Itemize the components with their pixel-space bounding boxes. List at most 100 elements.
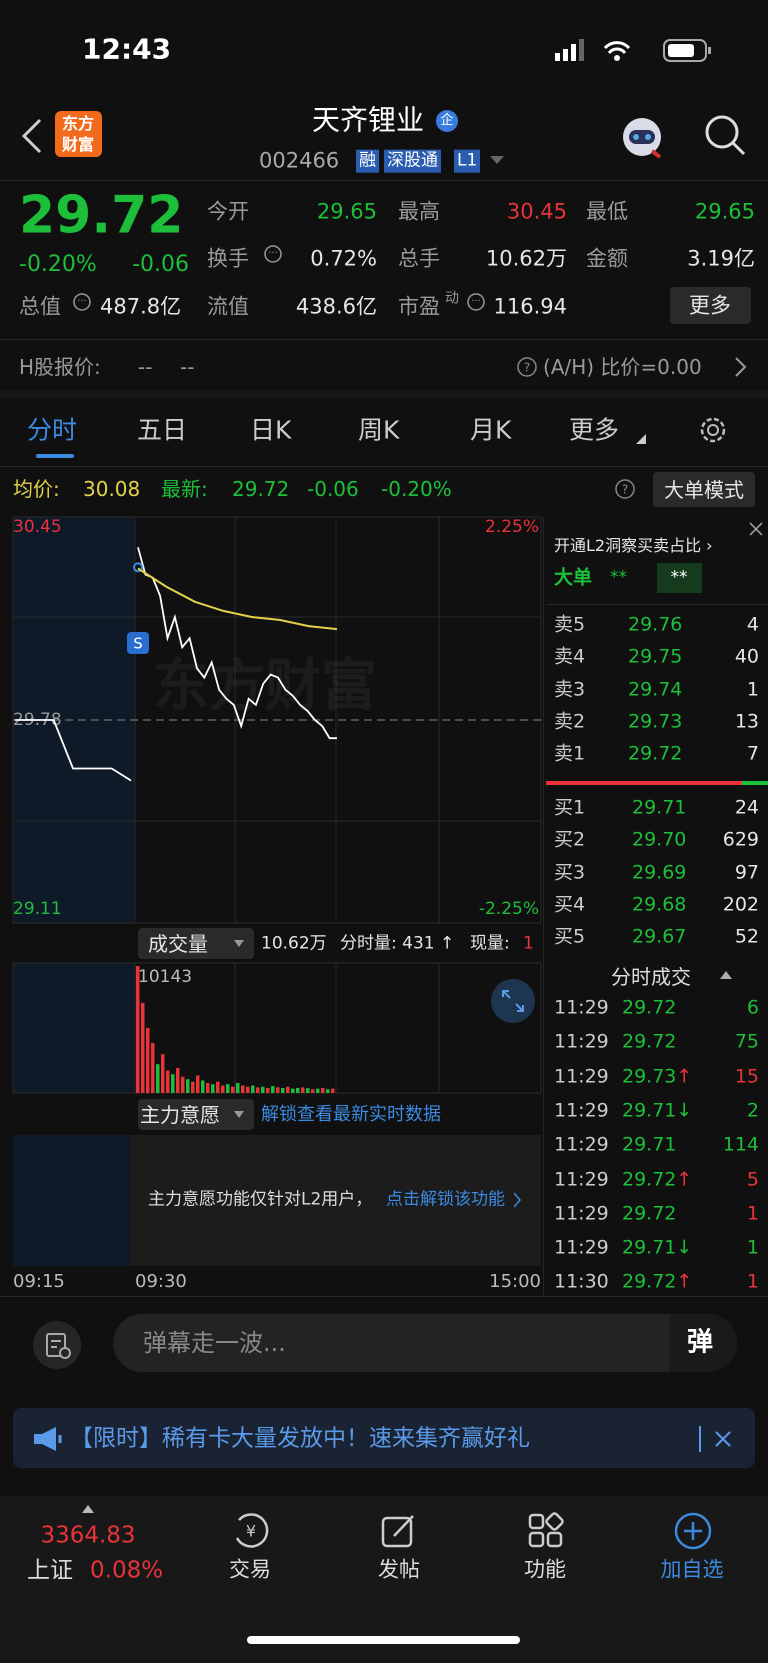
tab[interactable]: 更多 (569, 415, 620, 445)
promo-banner[interactable] (13, 1408, 755, 1468)
volume-bar (266, 1087, 270, 1093)
ask-label: 卖2 (554, 710, 586, 733)
danmaku-button[interactable] (670, 1314, 737, 1372)
bid-price: 29.68 (632, 893, 687, 916)
y-tick-label: 30.45 (13, 517, 62, 537)
nav-item[interactable]: 功能 (524, 1557, 566, 1582)
trade-price: 29.72 (622, 1202, 677, 1225)
trade-icon[interactable]: ¥ (231, 1512, 271, 1550)
stat-value: 3.19亿 (687, 246, 755, 271)
volume-bar (231, 1086, 235, 1093)
banner-close[interactable] (713, 1429, 733, 1449)
settings-button[interactable] (696, 413, 730, 447)
info-icon[interactable]: ··· (263, 244, 283, 264)
index-arrow (82, 1505, 94, 1513)
trade-volume: 2 (746, 1099, 759, 1122)
bid-price: 29.70 (632, 828, 687, 851)
last-change-pct: -0.20% (381, 477, 452, 501)
info-icon[interactable]: ··· (72, 292, 92, 312)
volume-bar (196, 1075, 200, 1093)
help-icon[interactable]: ? (516, 356, 538, 378)
comment-placeholder[interactable]: 弹幕走一波... (143, 1328, 286, 1357)
trade-volume: 1 (746, 1270, 759, 1293)
robot-assistant[interactable] (618, 113, 666, 159)
volume-bar (241, 1085, 245, 1093)
y-tick-label: 29.11 (13, 899, 62, 919)
expand-button[interactable] (490, 978, 536, 1024)
trade-price: 29.72 (622, 1030, 677, 1053)
bid-price: 29.67 (632, 925, 687, 948)
svg-text:?: ? (622, 483, 628, 497)
dropdown-arrow[interactable] (490, 156, 504, 166)
volume-bar (286, 1086, 290, 1093)
index-name[interactable]: 上证 (27, 1557, 73, 1584)
tab[interactable]: 日K (250, 415, 292, 445)
danmaku-settings[interactable] (32, 1320, 82, 1370)
big-order-mode-label[interactable]: 大单模式 (664, 478, 744, 502)
trade-price: 29.73↑ (622, 1066, 692, 1087)
stat-label: 今开 (207, 199, 249, 224)
l2-promo[interactable]: 开通L2洞察买卖占比 › (554, 536, 713, 556)
volume-bar (146, 1027, 150, 1093)
divider (0, 1296, 768, 1297)
back-button[interactable] (20, 118, 44, 154)
bid-volume: 52 (734, 925, 759, 948)
bid-volume: 24 (734, 796, 759, 819)
tab[interactable]: 月K (470, 415, 512, 445)
sort-arrow[interactable] (720, 971, 732, 979)
trade-price-value: 29.71 (622, 1099, 677, 1122)
ask-price: 29.76 (628, 613, 683, 636)
function-icon[interactable] (527, 1512, 565, 1550)
bid-label: 买5 (554, 925, 586, 948)
indicator-name[interactable]: 成交量 (148, 932, 208, 956)
trade-time: 11:29 (554, 1030, 609, 1053)
l2-unlock-link[interactable]: 点击解锁该功能 (386, 1189, 505, 1210)
nav-item[interactable]: 交易 (229, 1557, 271, 1582)
post-icon[interactable] (380, 1512, 418, 1550)
change: -0.06 (132, 251, 189, 277)
banner-text[interactable]: 【限时】稀有卡大量发放中！速来集齐赢好礼 (70, 1425, 530, 1452)
y2-tick-label: -2.25% (479, 899, 539, 919)
tab[interactable]: 周K (358, 415, 400, 445)
volume-bar (181, 1076, 185, 1093)
ratio-bar-sell (546, 781, 742, 785)
trade-volume: 5 (746, 1168, 759, 1191)
unlock-link[interactable]: 解锁查看最新实时数据 (261, 1104, 441, 1126)
ask-label: 卖4 (554, 645, 586, 668)
add-watchlist-icon[interactable] (673, 1511, 713, 1551)
svg-text:···: ··· (471, 296, 481, 307)
more-button-label[interactable]: 更多 (689, 293, 731, 318)
big-order-mode-button[interactable] (653, 472, 755, 507)
indicator-selector[interactable] (138, 928, 254, 959)
volume-bar (261, 1086, 265, 1093)
more-button[interactable] (670, 287, 751, 324)
divider (546, 604, 768, 605)
indicator-selector[interactable] (138, 1099, 254, 1130)
trade-volume: 1 (746, 1236, 759, 1259)
tab-active[interactable]: 分时 (27, 415, 78, 445)
volume-bar (311, 1089, 315, 1093)
nav-item[interactable]: 发帖 (378, 1557, 420, 1582)
comment-input[interactable] (113, 1314, 737, 1372)
danmaku-button-label[interactable]: 弹 (686, 1327, 714, 1358)
help-icon[interactable]: ? (614, 478, 636, 500)
close-button[interactable] (745, 518, 767, 540)
chevron[interactable] (734, 356, 748, 378)
info-icon[interactable]: ··· (466, 292, 486, 312)
dropdown-arrow (234, 940, 244, 947)
index-change[interactable]: 0.08% (90, 1557, 164, 1584)
h-share-price: -- (138, 355, 153, 379)
dropdown-arrow (234, 1111, 244, 1118)
search-button[interactable] (703, 113, 747, 157)
panel-divider (543, 517, 544, 1297)
ask-price: 29.74 (628, 678, 683, 701)
indicator-name[interactable]: 主力意愿 (140, 1103, 220, 1127)
tag: 深股通 (384, 149, 441, 173)
tab[interactable]: 五日 (137, 415, 188, 445)
index-value[interactable]: 3364.83 (40, 1522, 136, 1549)
stat-label: 换手 (207, 246, 249, 271)
nav-item[interactable]: 加自选 (660, 1557, 724, 1582)
trade-price-value: 29.73 (622, 1065, 677, 1088)
bid-label: 买3 (554, 861, 586, 884)
